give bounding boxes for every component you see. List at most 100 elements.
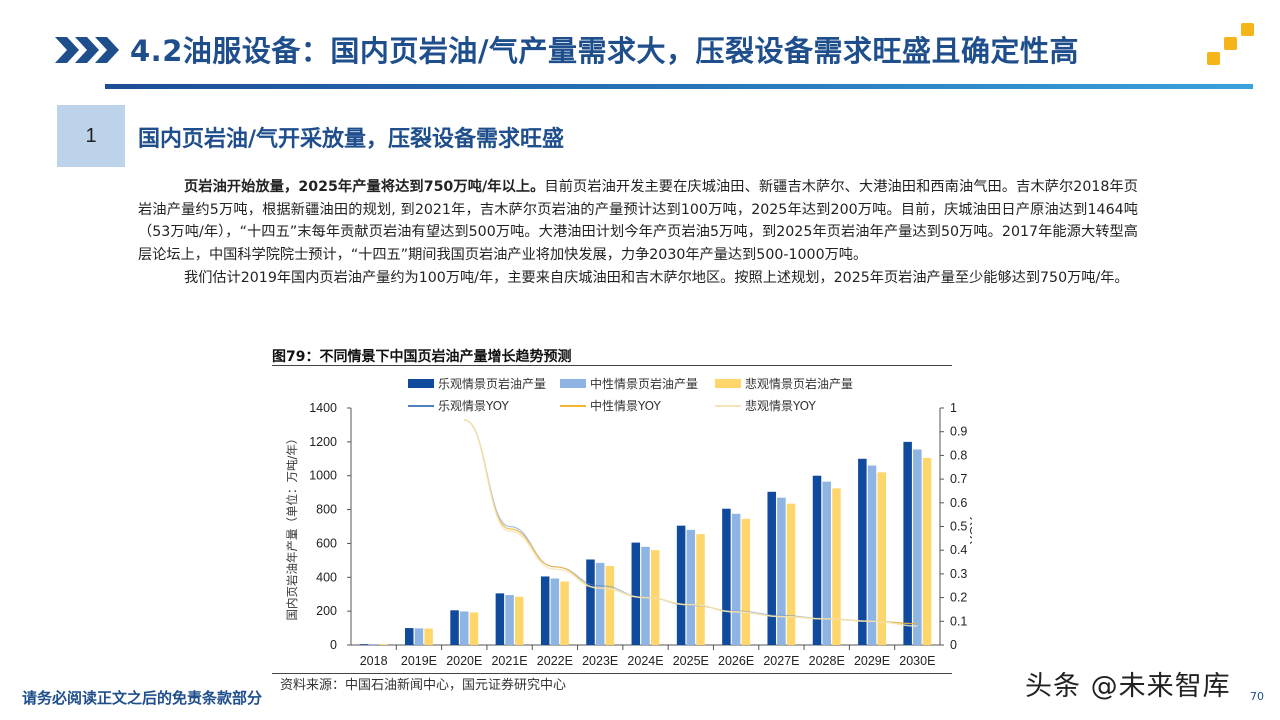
bar [359, 644, 369, 645]
bar [767, 491, 776, 645]
bar [822, 481, 831, 645]
bar [450, 610, 459, 645]
y2-axis-title: YOY [967, 516, 972, 544]
bar [913, 449, 922, 645]
legend-item-pessimistic-yoy: 悲观情景YOY [715, 397, 816, 414]
yoy-line [464, 419, 918, 627]
legend-label: 悲观情景YOY [745, 399, 816, 413]
bar [858, 458, 867, 645]
bar [832, 488, 841, 645]
bar [495, 593, 505, 645]
y2-tick-label: 0 [950, 638, 957, 652]
bar [676, 525, 686, 645]
y-tick-label: 1400 [309, 401, 337, 415]
legend-label: 中性情景YOY [590, 399, 661, 413]
logo-squares-icon [1205, 22, 1265, 72]
bar [405, 628, 414, 645]
bar [877, 472, 886, 645]
legend-label: 中性情景页岩油产量 [590, 377, 699, 391]
legend-line [715, 404, 741, 407]
bar [812, 475, 822, 645]
figure-bottom-rule [272, 673, 952, 674]
legend-label: 悲观情景页岩油产量 [745, 377, 854, 391]
y2-tick-label: 0.1 [950, 614, 967, 628]
legend-swatch [715, 379, 741, 388]
figure-title: 图79：不同情景下中国页岩油产量增长趋势预测 [272, 349, 572, 365]
bar [631, 542, 641, 645]
bar [460, 611, 469, 645]
legend-line [408, 404, 434, 407]
x-tick-label: 2023E [582, 654, 618, 668]
legend-item-neutral-bar: 中性情景页岩油产量 [560, 375, 698, 392]
y-tick-label: 1200 [309, 435, 337, 449]
bar [595, 562, 605, 645]
bar [379, 644, 388, 645]
bar [777, 497, 786, 645]
y-axis-title: 国内页岩油年产量（单位：万吨/年） [285, 433, 299, 621]
x-tick-label: 2019E [401, 654, 437, 668]
bar [741, 518, 751, 645]
x-tick-label: 2030E [899, 654, 935, 668]
y-tick-label: 0 [330, 638, 337, 652]
x-tick-label: 2026E [718, 654, 754, 668]
legend-swatch [408, 379, 434, 388]
watermark: 头条 @未来智库 [1025, 671, 1231, 702]
y2-tick-label: 0.9 [950, 425, 967, 439]
bar [505, 595, 514, 645]
figure-source: 资料来源：中国石油新闻中心，国元证券研究中心 [280, 678, 567, 693]
bar [424, 628, 433, 645]
paragraph-1: 页岩油开始放量，2025年产量将达到750万吨/年以上。目前页岩油开发主要在庆城… [138, 176, 1138, 267]
bar [686, 529, 696, 645]
bar [641, 546, 650, 645]
x-tick-label: 2029E [854, 654, 890, 668]
disclaimer-text: 请务必阅读正文之后的免责条款部分 [22, 689, 263, 707]
x-tick-label: 2020E [446, 654, 482, 668]
figure-top-rule [272, 365, 952, 366]
legend-label: 乐观情景页岩油产量 [438, 377, 547, 391]
slide-header: 4.2油服设备：国内页岩油/气产量需求大，压裂设备需求旺盛且确定性高 [0, 0, 1280, 96]
x-tick-label: 2025E [673, 654, 709, 668]
page-number: 70 [1250, 690, 1264, 703]
bar [605, 565, 615, 645]
x-tick-label: 2027E [763, 654, 799, 668]
section-title: 国内页岩油/气开采放量，压裂设备需求旺盛 [138, 127, 565, 152]
bar [469, 612, 479, 645]
x-tick-label: 2028E [809, 654, 845, 668]
bar [369, 644, 378, 645]
legend-item-neutral-yoy: 中性情景YOY [560, 397, 661, 414]
bar [560, 581, 569, 645]
bar [540, 576, 550, 645]
bar [586, 559, 595, 645]
paragraph-1-lead: 页岩油开始放量，2025年产量将达到750万吨/年以上。 [184, 179, 545, 195]
body-text: 页岩油开始放量，2025年产量将达到750万吨/年以上。目前页岩油开发主要在庆城… [138, 176, 1138, 290]
y2-tick-label: 1 [950, 401, 957, 415]
triple-chevron-icon [55, 37, 119, 63]
y-tick-label: 1000 [309, 469, 337, 483]
y2-tick-label: 0.3 [950, 567, 967, 581]
y2-tick-label: 0.6 [950, 496, 967, 510]
title-underline [105, 84, 1253, 89]
bar [786, 503, 796, 645]
legend-line [560, 404, 586, 407]
paragraph-2: 我们估计2019年国内页岩油产量约为100万吨/年，主要来自庆城油田和吉木萨尔地… [184, 269, 1129, 286]
shale-oil-production-chart: 乐观情景页岩油产量 中性情景页岩油产量 悲观情景页岩油产量 乐观情景YOY 中性… [272, 366, 972, 672]
y2-tick-label: 0.4 [950, 543, 967, 557]
y2-tick-label: 0.8 [950, 448, 967, 462]
y2-tick-label: 0.5 [950, 520, 967, 534]
page-title: 4.2油服设备：国内页岩油/气产量需求大，压裂设备需求旺盛且确定性高 [130, 34, 1079, 68]
y-tick-label: 400 [316, 570, 337, 584]
bar [550, 578, 560, 645]
x-tick-label: 2024E [627, 654, 663, 668]
x-tick-label: 2022E [537, 654, 573, 668]
bar [414, 628, 424, 645]
bar [696, 534, 705, 645]
paragraph-1-rest: 目前页岩油开发主要在庆城油田、新疆吉木萨尔、大港油田和西南油气田。吉木萨尔201… [138, 179, 1138, 264]
legend-swatch [560, 379, 586, 388]
legend-item-pessimistic-bar: 悲观情景页岩油产量 [715, 375, 853, 392]
legend-label: 乐观情景YOY [438, 399, 509, 413]
y2-tick-label: 0.2 [950, 591, 967, 605]
x-tick-label: 2018 [360, 654, 388, 668]
bar [867, 465, 877, 645]
section-number-badge: 1 [57, 105, 125, 167]
legend-item-optimistic-bar: 乐观情景页岩油产量 [408, 375, 546, 392]
